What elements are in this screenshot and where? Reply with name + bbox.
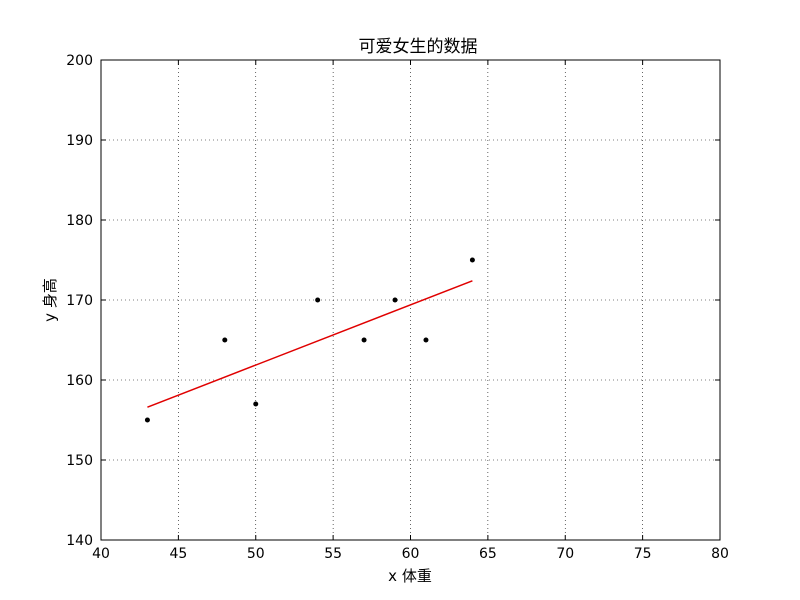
x-tick-label: 60 bbox=[402, 546, 420, 562]
y-axis-label: y 身高 bbox=[41, 278, 59, 322]
y-tick-label: 200 bbox=[66, 53, 93, 69]
y-tick-label: 180 bbox=[66, 213, 93, 229]
data-point bbox=[361, 337, 367, 343]
chart-title: 可爱女生的数据 bbox=[359, 37, 478, 57]
plot-marks bbox=[144, 257, 475, 423]
data-point bbox=[392, 297, 398, 303]
x-tick-label: 75 bbox=[634, 546, 652, 562]
axis-ticks: 40 45 50 55 60 65 70 75 80 140 150 160 170 180 190 200 bbox=[66, 53, 729, 562]
x-tick-label: 40 bbox=[92, 546, 110, 562]
data-point bbox=[144, 417, 150, 423]
data-point bbox=[222, 337, 228, 343]
x-tick-label: 70 bbox=[556, 546, 574, 562]
data-point bbox=[469, 257, 475, 263]
grid bbox=[101, 60, 720, 540]
data-point bbox=[253, 401, 259, 407]
x-tick-label: 45 bbox=[169, 546, 187, 562]
y-tick-label: 150 bbox=[66, 453, 93, 469]
y-tick-label: 160 bbox=[66, 373, 93, 389]
x-tick-label: 55 bbox=[324, 546, 342, 562]
x-tick-label: 80 bbox=[711, 546, 729, 562]
y-tick-label: 170 bbox=[66, 293, 93, 309]
data-point bbox=[315, 297, 321, 303]
x-axis-label: x 体重 bbox=[388, 567, 432, 585]
regression-line bbox=[147, 280, 473, 408]
data-point bbox=[423, 337, 429, 343]
x-tick-label: 65 bbox=[479, 546, 497, 562]
x-tick-label: 50 bbox=[247, 546, 265, 562]
y-tick-label: 190 bbox=[66, 133, 93, 149]
y-tick-label: 140 bbox=[66, 533, 93, 549]
